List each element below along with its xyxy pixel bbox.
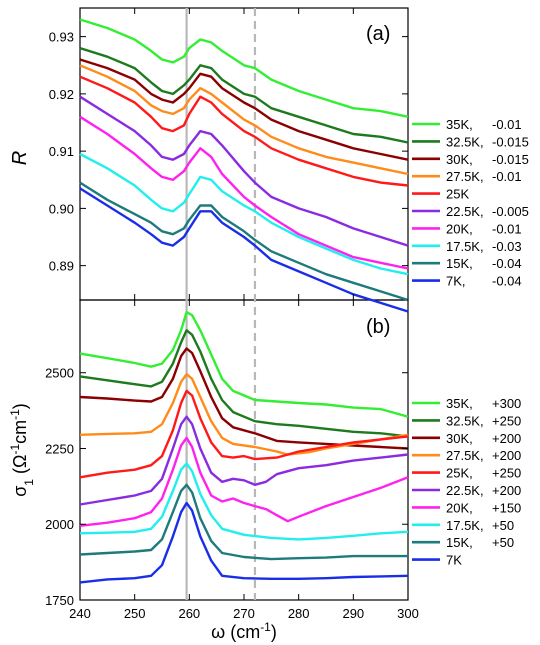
legend-temp-0-3: 27.5K, xyxy=(446,169,484,184)
panel-a-label: (a) xyxy=(366,23,390,45)
legend-temp-1-4: 25K, xyxy=(446,466,473,481)
legend-temp-1-5: 22.5K, xyxy=(446,483,484,498)
legend-offset-0-5: -0.005 xyxy=(492,204,529,219)
y-tick-label-1-3: 2500 xyxy=(45,366,74,381)
y-tick-label-1-0: 1750 xyxy=(45,593,74,608)
series-line-0-3 xyxy=(79,64,409,176)
series-line-1-5 xyxy=(79,415,409,506)
legend-temp-1-7: 17.5K, xyxy=(446,518,484,533)
legend-offset-1-7: +50 xyxy=(492,518,514,533)
x-tick-label-1: 250 xyxy=(124,606,146,621)
panel-a-ylabel: R xyxy=(9,151,31,165)
series-line-0-0 xyxy=(79,18,409,118)
legend-offset-0-2: -0.015 xyxy=(492,152,529,167)
legend-temp-0-2: 30K, xyxy=(446,152,473,167)
legend-offset-1-2: +200 xyxy=(492,431,521,446)
legend-offset-1-4: +250 xyxy=(492,466,521,481)
series-line-1-8 xyxy=(79,483,408,561)
series-line-1-1 xyxy=(79,329,409,438)
x-tick-label-2: 260 xyxy=(178,606,200,621)
legend-offset-1-8: +50 xyxy=(492,535,514,550)
legend-offset-0-3: -0.01 xyxy=(492,169,522,184)
x-tick-label-3: 270 xyxy=(233,606,255,621)
legend-temp-1-0: 35K, xyxy=(446,396,473,411)
series-line-1-6 xyxy=(79,436,409,527)
y-tick-label-0-3: 0.92 xyxy=(49,87,74,102)
x-tick-label-4: 280 xyxy=(288,606,310,621)
y-tick-label-1-1: 2000 xyxy=(45,517,74,532)
legend-offset-1-6: +150 xyxy=(492,500,521,515)
legend-temp-1-1: 32.5K, xyxy=(446,413,484,428)
panel-b-ylabel: σ1 (Ω-1cm-1) xyxy=(8,403,36,497)
series-line-1-2 xyxy=(79,347,409,450)
legend-temp-1-3: 27.5K, xyxy=(446,448,484,463)
legend-offset-0-9: -0.04 xyxy=(492,274,522,289)
series-line-0-1 xyxy=(79,46,409,144)
x-tick-label-0: 240 xyxy=(69,606,91,621)
legend-offset-1-5: +200 xyxy=(492,483,521,498)
legend-offset-0-1: -0.015 xyxy=(492,134,529,149)
legend-offset-0-8: -0.04 xyxy=(492,256,522,271)
y-tick-label-0-1: 0.90 xyxy=(49,201,74,216)
legend-temp-0-7: 17.5K, xyxy=(446,239,484,254)
series-line-1-7 xyxy=(79,462,409,541)
legend-offset-0-6: -0.01 xyxy=(492,221,522,236)
legend-temp-0-5: 22.5K, xyxy=(446,204,484,219)
series-line-0-6 xyxy=(79,115,409,270)
legend-temp-0-4: 25K xyxy=(446,187,469,202)
legend-offset-0-0: -0.01 xyxy=(492,117,522,132)
panel-b-label: (b) xyxy=(366,316,390,338)
series-line-0-4 xyxy=(79,75,409,187)
legend-temp-0-1: 32.5K, xyxy=(446,134,484,149)
legend-temp-0-8: 15K, xyxy=(446,256,473,271)
legend-temp-1-9: 7K xyxy=(446,553,462,568)
legend-temp-0-6: 20K, xyxy=(446,221,473,236)
y-tick-label-0-0: 0.89 xyxy=(49,259,74,274)
legend-temp-1-6: 20K, xyxy=(446,500,473,515)
legend-temp-1-2: 30K, xyxy=(446,431,473,446)
legend-offset-0-7: -0.03 xyxy=(492,239,522,254)
x-tick-label-6: 300 xyxy=(397,606,419,621)
legend-offset-1-0: +300 xyxy=(492,396,521,411)
legend-temp-0-0: 35K, xyxy=(446,117,473,132)
legend-temp-0-9: 7K, xyxy=(446,274,466,289)
y-tick-label-0-2: 0.91 xyxy=(49,144,74,159)
y-tick-label-1-2: 2250 xyxy=(45,441,74,456)
y-tick-label-0-4: 0.93 xyxy=(49,30,74,45)
series-line-1-0 xyxy=(79,310,409,418)
series-line-1-3 xyxy=(79,373,409,456)
series-line-0-7 xyxy=(79,152,409,276)
series-line-1-9 xyxy=(79,501,409,584)
series-line-1-4 xyxy=(79,389,409,479)
series-line-0-8 xyxy=(79,181,409,302)
legend-offset-1-3: +200 xyxy=(492,448,521,463)
series-line-0-5 xyxy=(79,95,409,247)
series-line-0-9 xyxy=(79,187,409,313)
legend-offset-1-1: +250 xyxy=(492,413,521,428)
panel-a-frame xyxy=(79,7,409,301)
x-axis-title: ω (cm-1) xyxy=(211,620,277,642)
legend-temp-1-8: 15K, xyxy=(446,535,473,550)
x-tick-label-5: 290 xyxy=(342,606,364,621)
series-line-0-2 xyxy=(79,58,409,161)
